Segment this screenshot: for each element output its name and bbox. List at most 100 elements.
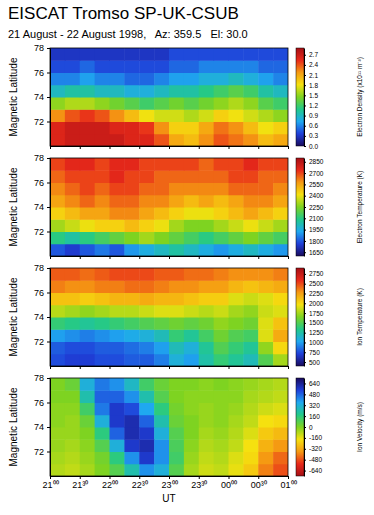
x-tick-mark [258,256,259,259]
cell [95,207,110,220]
cell [214,305,229,318]
cell [199,452,214,465]
cell [95,464,110,476]
cell [243,97,258,110]
colorbar-tick-mark [304,95,306,96]
cell [110,244,125,256]
colorbar-tick-mark [304,146,306,147]
cell [124,60,139,73]
colorbar-tick-label: 2550 [309,181,324,188]
cell [154,452,169,465]
cell [169,390,184,403]
cell [184,427,199,440]
cell [184,134,199,146]
cell [65,244,80,256]
cell [95,378,110,391]
cell [169,378,184,391]
cell [110,97,125,110]
cell [65,293,80,306]
colorbar-axis-line [304,269,305,367]
cell [80,48,95,61]
colorbar-tick-label: 750 [309,349,320,356]
cell [50,329,65,342]
cell [124,244,139,256]
cell [65,268,80,281]
cell [50,415,65,428]
x-tick: 00³⁰ [251,476,267,490]
cell [80,305,95,318]
colorbar-tick: 0 [304,424,313,431]
cell [169,427,184,440]
cell [154,427,169,440]
x-axis [51,146,289,149]
y-axis-title: Magnetic Latitude [8,57,19,136]
colorbar-tick-label: 500 [309,359,320,366]
plot-frame [50,378,288,476]
cell [65,403,80,416]
cell [50,85,65,98]
cell [273,60,288,73]
cell [184,48,199,61]
cell [243,219,258,232]
y-tick-mark [47,207,50,208]
colorbar-tick: 750 [304,349,320,356]
cell [169,293,184,306]
colorbar-tick-mark [304,196,306,197]
cell [243,293,258,306]
cell [243,354,258,366]
y-tick-mark [47,183,50,184]
colorbar-tick: 2.4 [304,61,318,68]
colorbar-tick-label: 2850 [309,158,324,165]
cell [258,305,273,318]
cell [258,280,273,293]
colorbar-tick-mark [304,274,306,275]
cell [214,452,229,465]
cell [110,219,125,232]
y-axis: 72747678 [34,43,51,146]
y-tick-mark [47,48,50,49]
x-tick-mark [199,146,200,149]
cell [199,378,214,391]
cell [184,60,199,73]
cell [258,329,273,342]
x-tick-mark [169,256,170,259]
cell [65,329,80,342]
colorbar-tick-mark [304,383,306,384]
cell [95,403,110,416]
y-tick-label: 72 [34,447,44,457]
cell [229,390,244,403]
cell [258,97,273,110]
cell [80,452,95,465]
x-tick [110,366,111,369]
cell [80,60,95,73]
colorbar-axis: -640-480-320-1600160320480640 [304,379,322,477]
cell [169,97,184,110]
cell [199,85,214,98]
cell [258,207,273,220]
cell [65,195,80,208]
x-tick-mark [139,476,140,479]
y-tick: 76 [34,398,50,408]
cell [199,219,214,232]
y-axis: 72747678 [34,373,51,476]
cell [110,158,125,171]
colorbar-tick: 1500 [304,319,324,326]
x-tick: 21⁰⁰ [42,476,58,490]
x-tick-label: 23³⁰ [191,480,207,490]
y-tick-label: 76 [34,178,44,188]
colorbar-tick-mark [304,303,306,304]
colorbar-tick: 2250 [304,290,324,297]
cell [258,219,273,232]
cell [139,329,154,342]
x-tick [258,146,259,149]
colorbar-tick-label: 2250 [309,290,324,297]
cell [184,73,199,86]
cell [199,354,214,366]
cell [199,207,214,220]
colorbar-tick: 2.1 [304,72,318,79]
x-tick-label: 00³⁰ [251,480,267,490]
plot-frame [50,268,288,366]
colorbar-tick: 0.9 [304,112,318,119]
y-tick: 76 [34,68,50,78]
cell [169,183,184,196]
